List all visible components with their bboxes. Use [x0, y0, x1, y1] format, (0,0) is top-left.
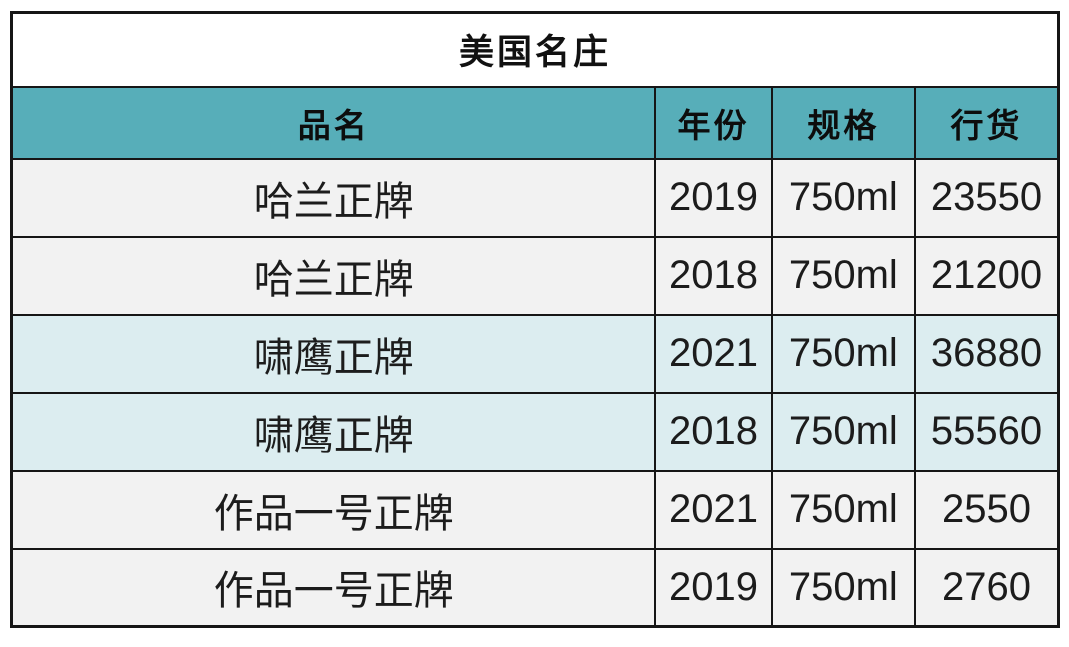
title-row: 美国名庄: [10, 11, 1060, 88]
table-row: 哈兰正牌 2019 750ml 23550: [10, 157, 1060, 238]
cell-bottle-size: 750ml: [770, 391, 917, 472]
cell-vintage-year: 2021: [654, 469, 773, 550]
cell-retail-price: 21200: [914, 235, 1060, 316]
col-header-product-name: 品名: [10, 85, 657, 160]
col-header-bottle-size: 规格: [770, 85, 917, 160]
cell-vintage-year: 2018: [654, 391, 773, 472]
cell-bottle-size: 750ml: [770, 469, 917, 550]
table-row: 作品一号正牌 2019 750ml 2760: [10, 547, 1060, 628]
cell-retail-price: 2760: [914, 547, 1060, 628]
cell-product-name: 啸鹰正牌: [10, 391, 657, 472]
cell-bottle-size: 750ml: [770, 157, 917, 238]
cell-product-name: 作品一号正牌: [10, 547, 657, 628]
cell-vintage-year: 2019: [654, 547, 773, 628]
cell-bottle-size: 750ml: [770, 313, 917, 394]
cell-retail-price: 36880: [914, 313, 1060, 394]
cell-bottle-size: 750ml: [770, 547, 917, 628]
cell-bottle-size: 750ml: [770, 235, 917, 316]
cell-retail-price: 55560: [914, 391, 1060, 472]
cell-product-name: 作品一号正牌: [10, 469, 657, 550]
cell-product-name: 啸鹰正牌: [10, 313, 657, 394]
cell-vintage-year: 2021: [654, 313, 773, 394]
table-body: 哈兰正牌 2019 750ml 23550 哈兰正牌 2018 750ml 21200 啸鹰正牌…: [10, 157, 1060, 628]
cell-product-name: 哈兰正牌: [10, 157, 657, 238]
table-row: 哈兰正牌 2018 750ml 21200: [10, 235, 1060, 316]
table-row: 啸鹰正牌 2021 750ml 36880: [10, 313, 1060, 394]
cell-product-name: 哈兰正牌: [10, 235, 657, 316]
header-row: 品名 年份 规格 行货: [10, 85, 1060, 160]
cell-vintage-year: 2018: [654, 235, 773, 316]
cell-retail-price: 2550: [914, 469, 1060, 550]
cell-vintage-year: 2019: [654, 157, 773, 238]
table-title: 美国名庄: [10, 11, 1060, 88]
table-row: 作品一号正牌 2021 750ml 2550: [10, 469, 1060, 550]
price-table: 美国名庄 品名 年份 规格 行货 哈兰正牌 2019 750ml 23550 哈兰正牌 2…: [10, 11, 1060, 628]
table-row: 啸鹰正牌 2018 750ml 55560: [10, 391, 1060, 472]
col-header-vintage-year: 年份: [654, 85, 773, 160]
col-header-retail-price: 行货: [914, 85, 1060, 160]
cell-retail-price: 23550: [914, 157, 1060, 238]
